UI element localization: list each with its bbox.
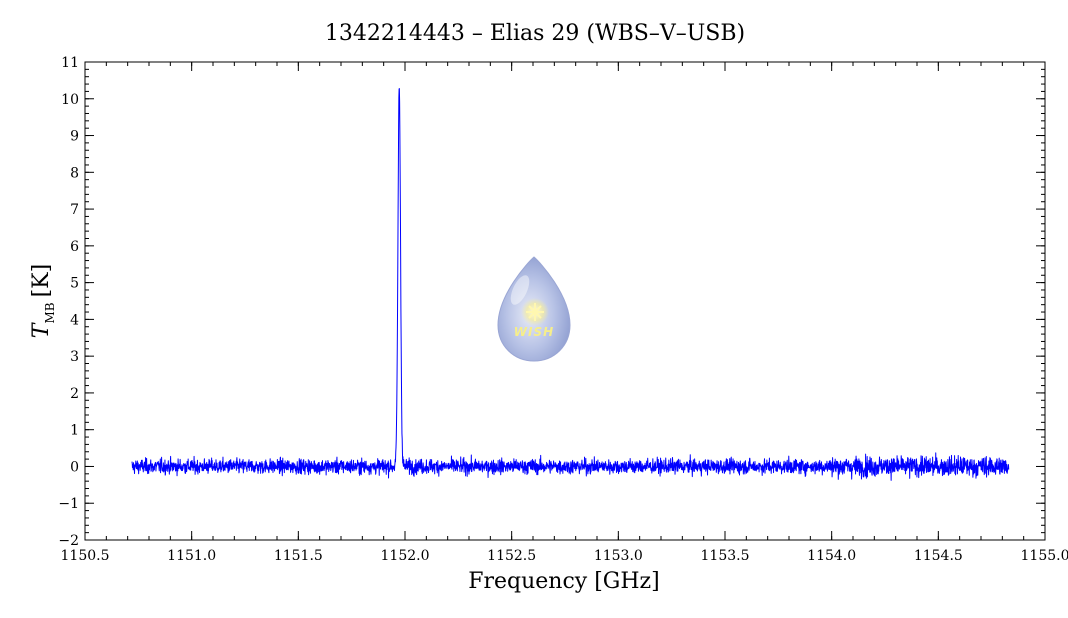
plot-area: 1150.5 1151.0 1151.5 1152.0 1152.5 1153.0 1153… [58, 55, 1068, 564]
y-tick-label: 6 [70, 239, 79, 255]
y-tick-label: −1 [58, 496, 79, 512]
y-tick-label: 1 [70, 423, 79, 439]
y-tick-label: 4 [70, 312, 79, 328]
x-tick-label: 1152.5 [487, 548, 536, 564]
x-tick-label: 1150.5 [61, 548, 110, 564]
x-tick-label: 1151.5 [274, 548, 323, 564]
water-drop-highlight [510, 275, 530, 305]
x-axis: 1150.5 1151.0 1151.5 1152.0 1152.5 1153.0 1153… [61, 62, 1068, 564]
y-tick-label: 0 [70, 459, 79, 475]
svg-text:TMB[K]: TMB [K] [29, 264, 57, 338]
x-tick-label: 1151.0 [167, 548, 216, 564]
wish-logo: WISH [497, 256, 571, 362]
y-tick-label: 9 [70, 129, 79, 145]
x-tick-label: 1152.0 [381, 548, 430, 564]
x-tick-label: 1154.5 [914, 548, 963, 564]
y-axis: −2 −1 0 1 2 3 4 5 6 7 8 9 10 11 [58, 55, 1045, 549]
x-axis-label: Frequency [GHz] [468, 569, 660, 594]
chart-title: 1342214443 – Elias 29 (WBS–V–USB) [325, 21, 745, 46]
x-tick-label: 1154.0 [807, 548, 856, 564]
y-tick-label: 7 [70, 202, 79, 218]
y-tick-label: 11 [61, 55, 79, 71]
x-tick-label: 1153.5 [701, 548, 750, 564]
y-axis-label-subscript: MB [43, 302, 57, 323]
y-tick-label: 10 [61, 92, 79, 108]
y-tick-label: 5 [70, 276, 79, 292]
y-axis-label-symbol: T [29, 321, 54, 338]
y-tick-label: 3 [70, 349, 79, 365]
x-tick-label: 1155.0 [1021, 548, 1068, 564]
star-icon [526, 303, 544, 321]
y-axis-label-unit: [K] [29, 264, 54, 298]
x-tick-label: 1153.0 [594, 548, 643, 564]
plot-frame [84, 61, 1046, 541]
y-tick-label: −2 [58, 533, 79, 549]
y-axis-label: TMB [K] [29, 264, 57, 338]
y-tick-label: 2 [70, 386, 79, 402]
y-tick-label: 8 [70, 165, 79, 181]
wish-logo-text: WISH [514, 325, 554, 339]
spectrum-series-line [131, 88, 1010, 481]
